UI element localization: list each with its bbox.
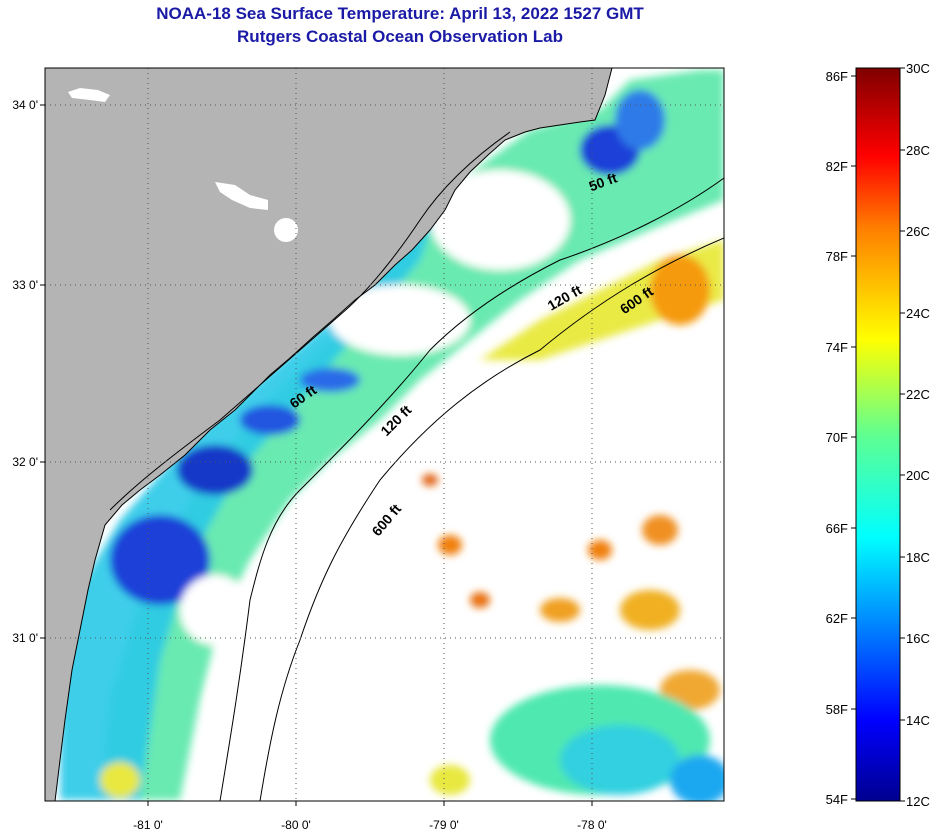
cb-c-24: 24C: [906, 306, 930, 321]
cb-c-22: 22C: [906, 387, 930, 402]
lat-label-32: 32 0': [12, 455, 38, 469]
lon-label-80: -80 0': [281, 818, 311, 832]
colorbar: 86F 82F 78F 74F 70F 66F 62F 58F 54F 30C …: [826, 61, 930, 809]
cb-f-82: 82F: [826, 159, 848, 174]
graticule: [45, 68, 724, 801]
map-frame: [44, 67, 725, 802]
land-mass: [45, 68, 612, 801]
cb-f-58: 58F: [826, 702, 848, 717]
cb-f-66: 66F: [826, 521, 848, 536]
lon-label-78: -78 0': [577, 818, 607, 832]
cb-c-16: 16C: [906, 631, 930, 646]
cb-f-86: 86F: [826, 69, 848, 84]
lon-label-81: -81 0': [133, 818, 163, 832]
coastline: [54, 68, 613, 801]
colorbar-scale: [855, 67, 901, 802]
cb-f-62: 62F: [826, 611, 848, 626]
lat-label-31: 31 0': [12, 631, 38, 645]
cb-c-18: 18C: [906, 550, 930, 565]
axis-ticks: [40, 104, 593, 806]
cb-c-20: 20C: [906, 468, 930, 483]
cb-f-74: 74F: [826, 340, 848, 355]
cb-f-70: 70F: [826, 430, 848, 445]
map-title: NOAA-18 Sea Surface Temperature: April 1…: [156, 4, 644, 23]
map-area: 60 ft 120 ft 600 ft 50 ft 120 ft 600 ft: [45, 68, 724, 801]
lon-label-79: -79 0': [429, 818, 459, 832]
contour-50ft: [109, 131, 511, 511]
map-subtitle: Rutgers Coastal Ocean Observation Lab: [237, 27, 563, 46]
cb-c-30: 30C: [906, 61, 930, 76]
contour-120ft: [219, 177, 724, 801]
cb-f-54: 54F: [826, 792, 848, 807]
cb-f-78: 78F: [826, 249, 848, 264]
cb-c-14: 14C: [906, 713, 930, 728]
contour-600ft: [259, 237, 724, 801]
lat-label-34: 34 0': [12, 98, 38, 112]
cb-c-28: 28C: [906, 143, 930, 158]
sst-field: [60, 70, 724, 801]
cb-c-12: 12C: [906, 794, 930, 809]
lat-label-33: 33 0': [12, 278, 38, 292]
cb-c-26: 26C: [906, 224, 930, 239]
